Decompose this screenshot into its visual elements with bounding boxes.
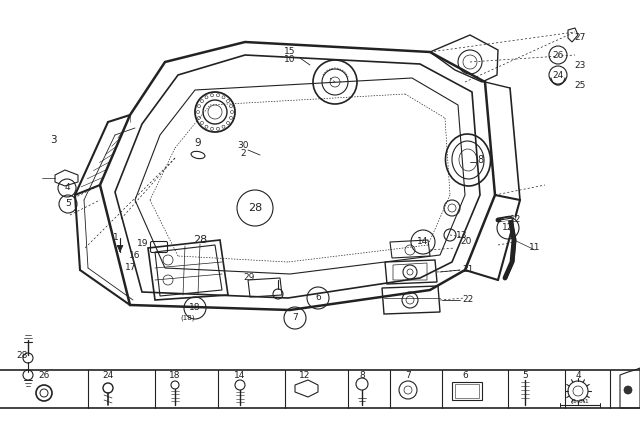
Text: 2: 2 xyxy=(240,148,246,158)
Text: 24: 24 xyxy=(102,371,114,380)
Text: 17: 17 xyxy=(125,263,136,272)
Text: 1: 1 xyxy=(113,233,119,242)
Text: 21: 21 xyxy=(462,266,474,275)
Text: 7: 7 xyxy=(405,371,411,380)
Text: 5: 5 xyxy=(522,371,528,380)
Text: 16: 16 xyxy=(129,250,140,259)
Text: (18): (18) xyxy=(180,315,195,321)
Text: 26: 26 xyxy=(552,51,564,60)
Text: 20: 20 xyxy=(460,237,472,246)
Text: 18: 18 xyxy=(169,371,180,380)
Text: 12: 12 xyxy=(510,215,522,224)
Text: 18: 18 xyxy=(189,303,201,313)
Circle shape xyxy=(624,386,632,394)
Text: 24: 24 xyxy=(552,70,564,79)
Text: 29: 29 xyxy=(244,272,255,281)
Text: 26: 26 xyxy=(38,371,50,380)
Text: 28: 28 xyxy=(193,235,207,245)
Text: 27: 27 xyxy=(574,34,586,43)
Text: 7: 7 xyxy=(292,314,298,323)
Text: 6: 6 xyxy=(462,371,468,380)
Text: 12: 12 xyxy=(502,224,514,233)
Text: 6: 6 xyxy=(315,293,321,302)
Text: 14: 14 xyxy=(234,371,246,380)
Text: 13: 13 xyxy=(456,231,468,240)
Text: 30: 30 xyxy=(237,141,249,150)
Text: 9: 9 xyxy=(195,138,202,148)
Text: 8: 8 xyxy=(359,371,365,380)
Text: 23: 23 xyxy=(574,60,586,69)
Text: 22: 22 xyxy=(462,296,473,305)
Text: 3: 3 xyxy=(50,135,56,145)
Text: 10: 10 xyxy=(284,56,296,65)
Text: 8: 8 xyxy=(477,155,483,165)
Text: J1:0:1: J1:0:1 xyxy=(571,400,589,405)
Text: 28: 28 xyxy=(16,350,28,359)
Text: 12: 12 xyxy=(300,371,310,380)
Text: 28: 28 xyxy=(248,203,262,213)
Text: 14: 14 xyxy=(417,237,429,246)
Text: 4: 4 xyxy=(64,184,70,193)
Text: 4: 4 xyxy=(575,371,581,380)
Text: 25: 25 xyxy=(574,81,586,90)
Text: 5: 5 xyxy=(65,199,71,208)
Text: 11: 11 xyxy=(529,244,541,253)
Text: 15: 15 xyxy=(284,47,296,56)
Text: 19: 19 xyxy=(136,238,148,247)
